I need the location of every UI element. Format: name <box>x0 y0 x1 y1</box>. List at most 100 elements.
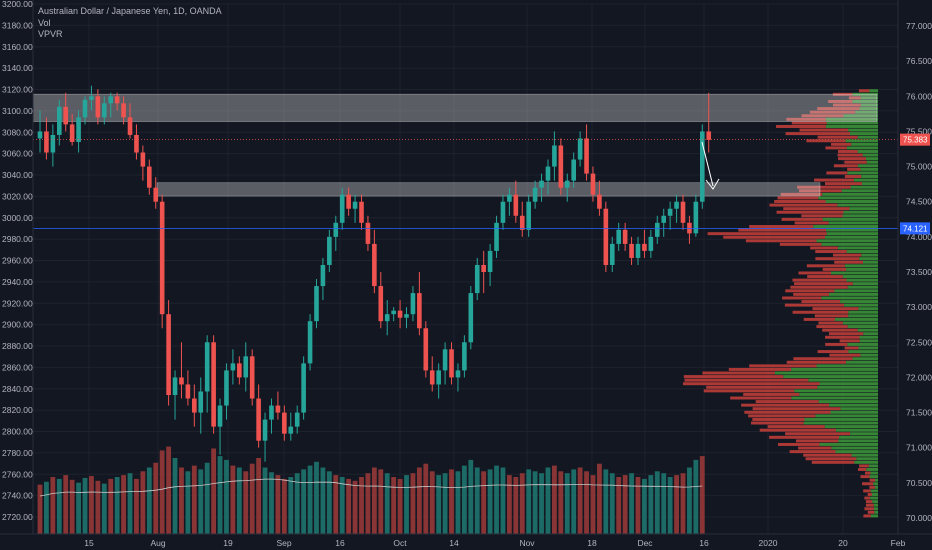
volume-bar <box>384 473 390 534</box>
vpvr-indicator-label[interactable]: VPVR <box>38 29 63 39</box>
right-price-axis[interactable]: 77.000 76.500 76.000 75.500 75.000 74.500 74.0… <box>897 0 932 534</box>
right-axis-tick: 74.500 <box>906 197 932 207</box>
symbol-title[interactable]: Australian Dollar / Japanese Yen, 1D, OA… <box>38 6 222 16</box>
vpvr-bar-down <box>859 464 869 468</box>
volume-bar <box>153 462 159 534</box>
chart-legend: Australian Dollar / Japanese Yen, 1D, OA… <box>38 6 222 41</box>
vpvr-bar-down <box>864 496 871 500</box>
vpvr-bar-up <box>870 514 878 518</box>
left-axis-tick: 2900.00 <box>2 320 33 330</box>
time-axis-label: 16 <box>335 538 345 548</box>
volume-bar <box>294 473 300 534</box>
vpvr-bar-down <box>860 475 870 479</box>
candle-body <box>172 377 178 395</box>
vpvr-bar-up <box>815 414 878 418</box>
volume-bar <box>288 477 294 534</box>
vpvr-bar-down <box>741 403 830 407</box>
vpvr-bar-down <box>811 460 855 464</box>
left-axis-tick: 3020.00 <box>2 191 33 201</box>
vpvr-bar-up <box>850 432 878 436</box>
time-axis-label: Nov <box>519 538 535 548</box>
vpvr-bar-up <box>804 417 878 421</box>
volume-bar <box>204 462 210 534</box>
vpvr-bar-up <box>822 192 878 196</box>
volume-bar <box>262 467 268 534</box>
vpvr-bar-down <box>806 139 846 143</box>
candle-body <box>153 187 159 202</box>
vpvr-bar-down <box>791 121 827 125</box>
candle-body <box>44 131 49 153</box>
vpvr-bar-down <box>792 310 849 314</box>
resistance-zones[interactable] <box>32 93 878 197</box>
time-axis[interactable]: 15 Aug 19 Sep 16 Oct 14 Nov 18 Dec 16 2020 20 Feb <box>0 533 932 548</box>
vpvr-bar-up <box>846 146 878 150</box>
vpvr-bar-up <box>838 439 878 443</box>
line-price-tag <box>900 222 930 235</box>
volume-bar <box>442 473 448 534</box>
vpvr-bar-down <box>867 510 875 514</box>
right-axis-tick: 71.500 <box>906 408 932 418</box>
vpvr-bar-up <box>852 92 878 96</box>
time-axis-label: 15 <box>84 538 94 548</box>
left-axis-tick: 3000.00 <box>2 213 33 223</box>
vol-indicator-label[interactable]: Vol <box>38 17 51 28</box>
volume-bar <box>82 477 88 534</box>
vpvr-bar-up <box>825 117 878 121</box>
vpvr-bar-up <box>831 446 878 450</box>
vpvr-bar-up <box>842 214 878 218</box>
candle-body <box>468 293 474 343</box>
candle-body <box>198 391 204 413</box>
right-axis-tick: 75.000 <box>906 162 932 172</box>
volume-profile <box>683 89 878 518</box>
vpvr-bar-down <box>799 128 849 132</box>
candle-body <box>519 215 525 230</box>
vpvr-bar-down <box>825 335 860 339</box>
current-price-label: 75.383 <box>903 136 928 145</box>
vpvr-bar-up <box>845 139 878 143</box>
right-axis-tick: 73.000 <box>906 302 932 312</box>
vpvr-bar-up <box>874 485 878 489</box>
volume-bar <box>333 475 339 534</box>
vpvr-bar-up <box>844 264 878 268</box>
volume-bar <box>584 471 589 534</box>
vpvr-bar-up <box>857 164 878 168</box>
vpvr-bar-down <box>744 410 831 414</box>
vpvr-bar-up <box>816 239 878 243</box>
vpvr-bar-down <box>828 332 864 336</box>
volume-bar <box>532 471 538 534</box>
vpvr-bar-up <box>870 496 878 500</box>
candle-body <box>82 99 88 118</box>
candle-body <box>192 398 197 413</box>
left-axis-tick: 2740.00 <box>2 491 33 501</box>
vpvr-bar-up <box>791 396 878 400</box>
left-price-axis[interactable]: 3200.00 3180.00 3160.00 3140.00 3120.00 3100.… <box>2 0 34 534</box>
candle-body <box>237 363 242 378</box>
vpvr-bar-down <box>812 307 859 311</box>
volume-bar <box>95 480 101 534</box>
vpvr-bar-up <box>821 242 878 246</box>
right-axis-tick: 72.500 <box>906 337 932 347</box>
volume-bar <box>256 458 262 534</box>
volume-bar <box>429 471 435 534</box>
candle-body <box>69 124 75 142</box>
volume-bar <box>474 467 480 534</box>
time-axis-label: 16 <box>699 538 709 548</box>
vpvr-bar-up <box>873 482 878 486</box>
vpvr-bar-down <box>806 264 845 268</box>
left-axis-tick: 3120.00 <box>2 85 33 95</box>
candle-body <box>249 356 255 399</box>
candle-body <box>603 208 609 265</box>
vpvr-bar-up <box>813 225 878 228</box>
vpvr-bar-down <box>799 189 842 193</box>
vpvr-bar-down <box>784 303 844 307</box>
vpvr-bar-down <box>792 278 847 282</box>
vpvr-bar-up <box>847 325 878 329</box>
vpvr-bar-up <box>868 464 878 468</box>
vpvr-bar-down <box>831 142 852 146</box>
candle-body <box>147 166 152 188</box>
left-axis-tick: 3200.00 <box>2 0 33 9</box>
vpvr-bar-up <box>825 124 878 128</box>
vpvr-bar-down <box>822 267 847 271</box>
volume-bar <box>217 456 223 534</box>
